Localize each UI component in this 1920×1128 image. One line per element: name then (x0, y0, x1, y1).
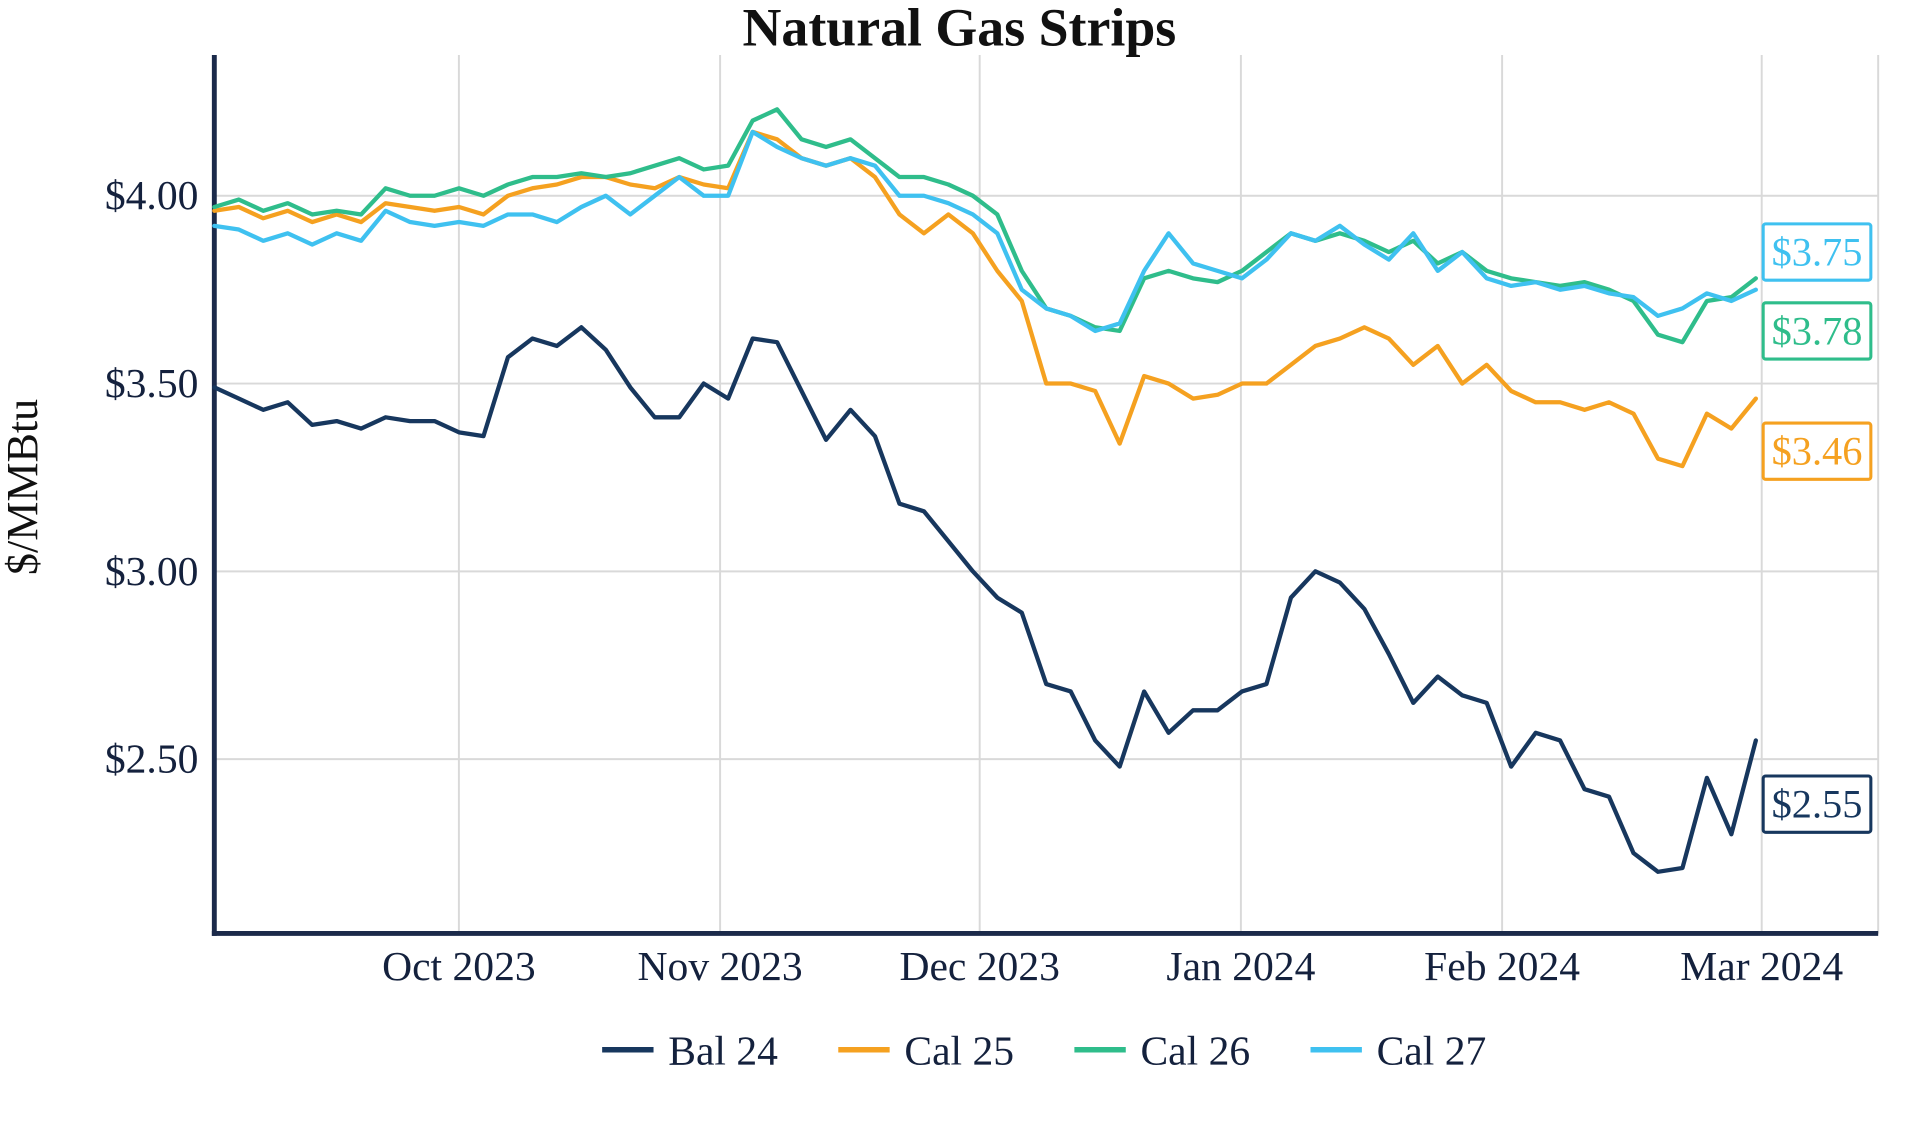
series-line-cal-26 (212, 107, 1758, 345)
legend-label-bal-24: Bal 24 (668, 1027, 778, 1073)
series-line-cal-27 (212, 129, 1758, 334)
end-label-box-bal-24 (1761, 774, 1873, 834)
chart-title: Natural Gas Strips (743, 0, 1177, 57)
x-tick-label: Jan 2024 (1166, 943, 1315, 989)
end-label-box-cal-27 (1761, 222, 1873, 282)
x-tick-label: Oct 2023 (382, 943, 536, 989)
legend-label-cal-25: Cal 25 (904, 1027, 1014, 1073)
x-tick-label: Mar 2024 (1680, 943, 1843, 989)
end-label-cal-26: $3.78 (1772, 308, 1863, 353)
series-line-bal-24 (212, 325, 1758, 874)
y-tick-label: $2.50 (105, 736, 199, 782)
y-tick-label: $3.00 (105, 548, 199, 594)
end-label-cal-27: $3.75 (1772, 229, 1863, 274)
y-axis-label: $/MMBtu (0, 399, 47, 575)
end-label-box-cal-25 (1761, 421, 1873, 481)
x-tick-label: Dec 2023 (899, 943, 1060, 989)
legend-label-cal-27: Cal 27 (1377, 1027, 1487, 1073)
series-line-cal-25 (212, 129, 1758, 469)
x-tick-label: Feb 2024 (1424, 943, 1580, 989)
x-tick-label: Nov 2023 (638, 943, 803, 989)
chart-layer: $2.55 $3.46 $3.78 $3.75 $2.50 $3.00 $3.50 $4.00… (105, 55, 1880, 1073)
y-tick-label: $3.50 (105, 360, 199, 406)
end-label-cal-25: $3.46 (1772, 429, 1863, 474)
end-label-box-cal-26 (1761, 301, 1873, 361)
y-tick-label: $4.00 (105, 172, 199, 218)
legend-label-cal-26: Cal 26 (1140, 1027, 1250, 1073)
end-label-bal-24: $2.55 (1772, 782, 1863, 827)
